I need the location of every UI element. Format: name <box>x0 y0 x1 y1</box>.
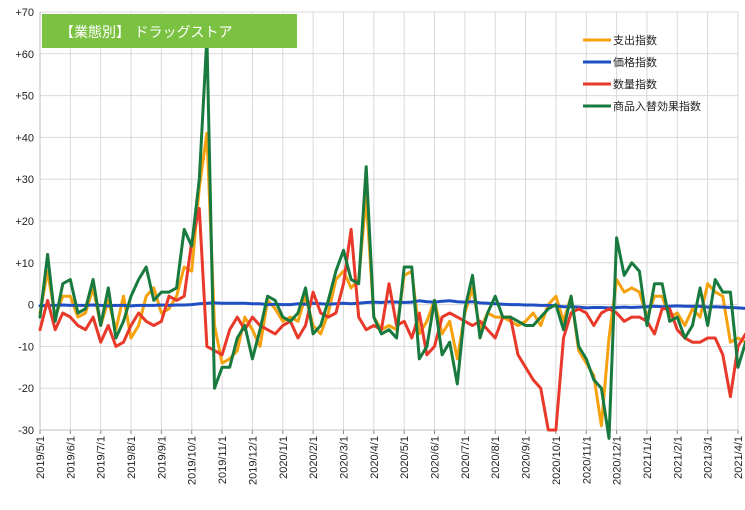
chart-title-background <box>42 14 297 48</box>
x-tick-label: 2020/7/1 <box>460 436 472 479</box>
x-tick-label: 2019/10/1 <box>187 436 199 485</box>
y-tick-label: +70 <box>15 7 34 19</box>
x-tick-label: 2020/6/1 <box>430 436 442 479</box>
y-tick-label: -30 <box>18 425 34 437</box>
y-tick-label: +30 <box>15 174 34 186</box>
x-tick-label: 2021/2/1 <box>672 436 684 479</box>
x-tick-label: 2019/12/1 <box>247 436 259 485</box>
x-tick-label: 2021/1/1 <box>642 436 654 479</box>
chart-title: 【業態別】 ドラッグストア <box>60 25 232 41</box>
y-tick-label: -20 <box>18 383 34 395</box>
x-tick-label: 2019/7/1 <box>96 436 108 479</box>
x-tick-label: 2020/12/1 <box>612 436 624 485</box>
y-tick-label: 0 <box>28 300 34 312</box>
x-axis: 2019/5/1 2019/6/1 2019/7/1 2019/8/1 2019/9/1… <box>35 429 745 485</box>
legend-label-qty: 数量指数 <box>613 77 657 91</box>
x-tick-label: 2020/9/1 <box>521 436 533 479</box>
series-lines <box>38 35 745 440</box>
x-tick-label: 2019/6/1 <box>65 436 77 479</box>
y-tick-label: -10 <box>18 341 34 353</box>
x-tick-label: 2020/4/1 <box>369 436 381 479</box>
y-tick-label: +60 <box>15 49 34 61</box>
y-tick-label: +20 <box>15 216 34 228</box>
x-tick-label: 2020/3/1 <box>338 436 350 479</box>
x-tick-label: 2019/9/1 <box>156 436 168 479</box>
legend-label-price: 価格指数 <box>613 55 657 69</box>
x-tick-label: 2019/8/1 <box>126 436 138 479</box>
y-tick-label: +40 <box>15 132 34 144</box>
x-tick-label: 2020/1/1 <box>278 436 290 479</box>
legend-label-swap: 商品入替効果指数 <box>613 99 701 113</box>
x-tick-label: 2020/2/1 <box>308 436 320 479</box>
x-tick-label: 2019/5/1 <box>35 436 47 479</box>
x-tick-label: 2021/4/1 <box>733 436 745 479</box>
x-tick-label: 2020/5/1 <box>399 436 411 479</box>
y-tick-label: +10 <box>15 258 34 270</box>
x-tick-label: 2020/8/1 <box>490 436 502 479</box>
x-tick-label: 2019/11/1 <box>217 436 229 484</box>
chart-title-box: 【業態別】 ドラッグストア <box>42 14 297 48</box>
x-tick-label: 2020/10/1 <box>551 436 563 485</box>
legend-label-spend: 支出指数 <box>613 33 657 47</box>
y-axis: +70 +60 +50 +40 +30 +20 +10 0 -10 -20 -30 <box>15 7 41 437</box>
y-tick-label: +50 <box>15 91 34 103</box>
x-tick-label: 2021/3/1 <box>703 436 715 479</box>
series-line-swap <box>38 35 745 440</box>
series-line-qty <box>38 207 745 432</box>
x-tick-label: 2020/11/1 <box>581 436 593 484</box>
gridlines <box>39 11 739 431</box>
